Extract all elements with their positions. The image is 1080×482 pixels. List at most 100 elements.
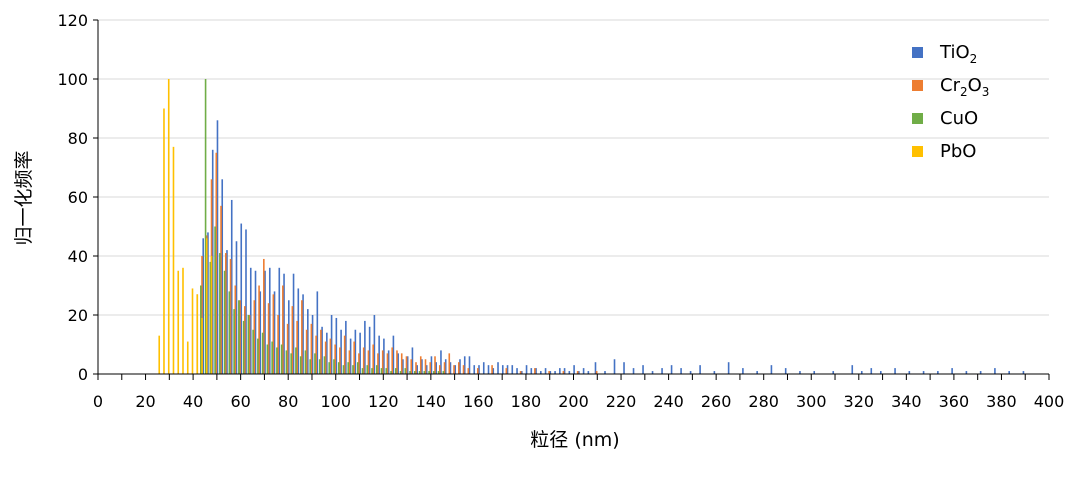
bar-Cr2O3: [329, 338, 332, 374]
bar-TiO2: [430, 356, 433, 374]
bar-CuO: [437, 371, 440, 374]
x-tick-label: 400: [1034, 392, 1065, 411]
bar-Cr2O3: [277, 315, 279, 374]
bar-TiO2: [813, 371, 816, 374]
x-tick-label: 160: [463, 392, 494, 411]
bar-TiO2: [713, 371, 716, 374]
legend-swatch: [912, 113, 923, 124]
bar-Cr2O3: [415, 362, 417, 374]
bar-TiO2: [354, 329, 357, 374]
bar-CuO: [318, 359, 321, 374]
bar-TiO2: [756, 371, 758, 374]
bar-TiO2: [268, 267, 271, 374]
bar-CuO: [214, 226, 216, 374]
bar-TiO2: [240, 223, 243, 374]
bar-TiO2: [411, 347, 414, 374]
bar-CuO: [252, 329, 254, 374]
bar-TiO2: [321, 326, 323, 374]
bar-Cr2O3: [595, 371, 598, 374]
bar-CuO: [428, 371, 430, 374]
grid-lines: [98, 19, 1049, 316]
bar-TiO2: [473, 365, 476, 374]
bar-TiO2: [689, 371, 692, 374]
bar-PbO: [158, 335, 161, 374]
bar-TiO2: [497, 362, 499, 374]
x-tick-label: 100: [320, 392, 351, 411]
bar-TiO2: [568, 371, 571, 374]
bar-TiO2: [851, 365, 854, 374]
bar-TiO2: [326, 332, 328, 374]
axes: [93, 19, 1050, 380]
bar-TiO2: [908, 371, 911, 374]
bar-Cr2O3: [224, 253, 227, 374]
bar-TiO2: [784, 368, 787, 374]
legend-swatch: [912, 47, 923, 58]
bar-Cr2O3: [320, 329, 322, 374]
bar-Cr2O3: [263, 258, 265, 374]
bar-CuO: [290, 353, 292, 374]
bar-CuO: [238, 300, 240, 374]
bar-TiO2: [449, 362, 452, 374]
bar-TiO2: [383, 338, 385, 374]
y-tick-label: 100: [57, 70, 88, 89]
bar-CuO: [257, 338, 259, 374]
x-tick-label: 260: [701, 392, 732, 411]
bar-TiO2: [951, 368, 953, 374]
y-tick-label: 120: [57, 11, 88, 30]
x-tick-label: 180: [511, 392, 542, 411]
bar-Cr2O3: [419, 356, 422, 374]
bar-TiO2: [525, 365, 528, 374]
bar-TiO2: [799, 371, 801, 374]
bar-PbO: [201, 317, 203, 374]
series-Cr2O3: [196, 152, 598, 374]
bar-CuO: [204, 79, 207, 374]
x-tick-label: 340: [891, 392, 922, 411]
bar-TiO2: [699, 365, 701, 374]
bar-Cr2O3: [296, 320, 298, 374]
bar-TiO2: [832, 371, 835, 374]
legend-label: PbO: [940, 141, 976, 162]
bar-TiO2: [202, 238, 205, 374]
bar-TiO2: [435, 362, 437, 374]
bar-TiO2: [487, 365, 490, 374]
bar-TiO2: [440, 350, 442, 374]
bar-TiO2: [501, 365, 504, 374]
bar-Cr2O3: [291, 306, 294, 374]
bar-CuO: [337, 362, 340, 374]
y-tick-labels: 0 20 40 60 80 100 120: [57, 11, 88, 384]
bar-Cr2O3: [272, 294, 275, 374]
bar-Cr2O3: [362, 347, 365, 374]
bar-Cr2O3: [215, 152, 218, 374]
bar-TiO2: [292, 273, 295, 374]
bar-Cr2O3: [377, 353, 379, 374]
y-tick-label: 20: [68, 306, 88, 325]
bar-TiO2: [544, 368, 547, 374]
bar-TiO2: [860, 371, 863, 374]
bar-PbO: [172, 146, 175, 374]
bar-Cr2O3: [339, 347, 341, 374]
bar-TiO2: [216, 120, 219, 374]
bar-Cr2O3: [519, 371, 522, 374]
x-tick-label: 0: [93, 392, 103, 411]
legend-item-Cr2O3: Cr2O3: [912, 75, 989, 99]
bar-TiO2: [211, 149, 214, 374]
bar-Cr2O3: [229, 258, 232, 374]
bar-TiO2: [894, 368, 896, 374]
bar-CuO: [442, 371, 445, 374]
bar-CuO: [361, 368, 364, 374]
x-tick-label: 40: [183, 392, 203, 411]
bar-Cr2O3: [443, 362, 446, 374]
bar-CuO: [333, 359, 335, 374]
bar-TiO2: [623, 362, 625, 374]
bar-CuO: [266, 344, 269, 374]
bar-TiO2: [235, 241, 238, 374]
y-tick-label: 0: [78, 365, 88, 384]
bar-TiO2: [397, 353, 399, 374]
bar-TiO2: [378, 335, 380, 374]
bar-CuO: [271, 341, 273, 374]
bar-PbO: [167, 79, 170, 374]
x-tick-label: 120: [368, 392, 399, 411]
bar-PbO: [205, 238, 208, 374]
bar-TiO2: [297, 288, 300, 374]
bar-Cr2O3: [258, 285, 260, 374]
